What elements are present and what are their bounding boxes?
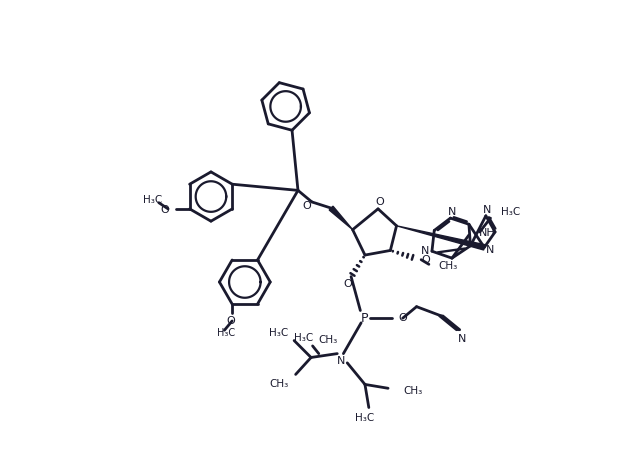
Text: N: N (483, 204, 492, 215)
Text: N: N (458, 334, 466, 344)
Text: N: N (337, 356, 345, 366)
Text: CH₃: CH₃ (438, 261, 458, 271)
Text: O: O (302, 201, 311, 211)
Text: CH₃: CH₃ (318, 335, 338, 345)
Text: CH₃: CH₃ (403, 386, 422, 396)
Text: O: O (226, 316, 235, 326)
Text: H₃C: H₃C (217, 328, 235, 337)
Text: P: P (361, 312, 369, 325)
Text: O: O (375, 197, 384, 207)
Text: CH₃: CH₃ (269, 379, 289, 389)
Text: H₃C: H₃C (501, 207, 520, 217)
Text: H₃C: H₃C (143, 195, 163, 204)
Text: O: O (343, 279, 351, 290)
Text: O: O (421, 255, 430, 265)
Text: N: N (486, 245, 495, 255)
Text: N: N (421, 246, 429, 256)
Polygon shape (397, 226, 485, 250)
Text: H₃C: H₃C (269, 328, 289, 338)
Polygon shape (329, 206, 353, 230)
Text: H₃C: H₃C (294, 333, 313, 343)
Text: O: O (398, 313, 407, 323)
Text: H₃C: H₃C (355, 413, 374, 423)
Text: O: O (161, 204, 170, 215)
Text: NH: NH (479, 228, 495, 238)
Text: N: N (448, 207, 456, 217)
